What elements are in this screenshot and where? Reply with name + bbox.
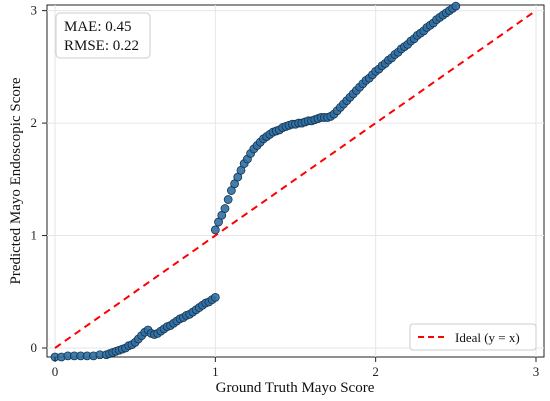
x-axis-title: Ground Truth Mayo Score	[216, 380, 375, 396]
x-tick-label: 0	[52, 364, 59, 379]
y-tick-label: 0	[31, 340, 38, 355]
mae-text: MAE: 0.45	[64, 19, 132, 35]
ideal-line	[54, 9, 537, 349]
y-tick-label: 2	[31, 115, 38, 130]
data-point	[223, 195, 233, 204]
x-tick-label: 2	[372, 364, 379, 379]
rmse-text: RMSE: 0.22	[64, 38, 139, 54]
legend-label: Ideal (y = x)	[455, 330, 520, 345]
data-point	[210, 292, 220, 302]
data-point	[451, 1, 461, 11]
y-axis-title: Predicted Mayo Endoscopic Score	[8, 77, 24, 284]
legend-box	[409, 323, 537, 351]
y-tick-label: 3	[31, 3, 38, 18]
data-point	[220, 204, 230, 213]
x-tick-label: 1	[212, 364, 219, 379]
data-point	[210, 225, 220, 235]
legend: Ideal (y = x)	[409, 323, 537, 351]
stats-box: MAE: 0.45 RMSE: 0.22	[55, 12, 151, 59]
axis-ticks: 0 1 2 3 0 1 2 3	[31, 3, 540, 379]
reference-line	[54, 9, 537, 349]
y-tick-label: 1	[31, 228, 38, 243]
x-tick-label: 3	[533, 364, 540, 379]
